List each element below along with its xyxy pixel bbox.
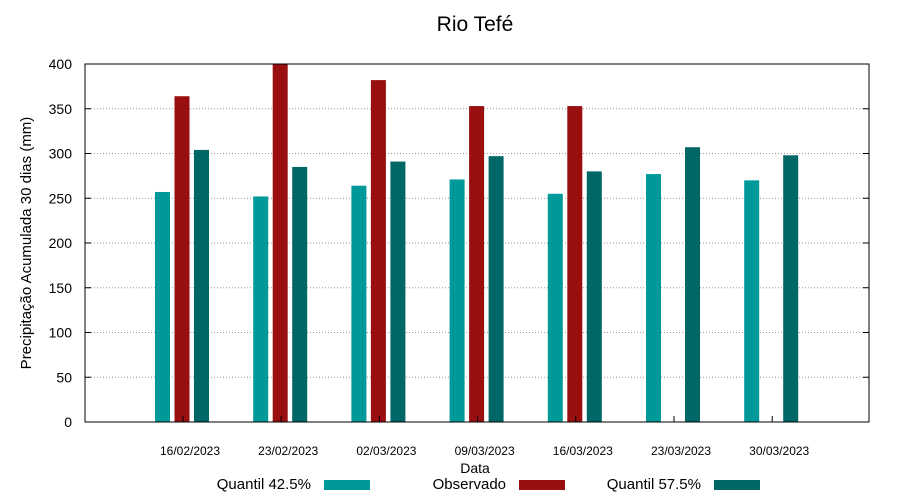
legend-label: Quantil 57.5% — [607, 476, 701, 493]
chart-title: Rio Tefé — [437, 13, 514, 36]
legend-label: Quantil 42.5% — [217, 476, 311, 493]
legend-swatch — [324, 480, 370, 490]
y-axis: 0 50 100 150 200 250 300 350 400 — [49, 56, 869, 430]
x-tick-label: 23/02/2023 — [258, 444, 318, 458]
y-tick-label: 300 — [49, 146, 73, 162]
bar — [567, 106, 583, 422]
bar — [646, 174, 661, 422]
y-tick-label: 100 — [49, 325, 73, 341]
bars — [155, 64, 799, 423]
bar — [744, 180, 760, 422]
bar — [351, 185, 367, 422]
plot-frame — [84, 63, 870, 423]
x-axis-label: Data — [460, 460, 490, 476]
legend: Quantil 42.5% Observado Quantil 57.5% — [217, 476, 760, 493]
bar — [253, 196, 269, 422]
bar — [488, 156, 504, 422]
bar — [174, 96, 190, 422]
x-tick-label: 23/03/2023 — [651, 444, 711, 458]
bar — [272, 64, 288, 422]
y-tick-label: 200 — [49, 235, 73, 251]
y-tick-label: 350 — [49, 101, 73, 117]
bar — [292, 166, 308, 422]
bar — [194, 149, 209, 423]
legend-swatch — [714, 480, 760, 490]
y-tick-label: 400 — [49, 56, 73, 72]
x-axis: 16/02/2023 23/02/2023 02/03/2023 09/03/2023… — [160, 416, 810, 458]
y-tick-label: 150 — [49, 280, 73, 296]
x-tick-label: 09/03/2023 — [455, 444, 515, 458]
legend-label: Observado — [433, 476, 506, 493]
x-tick-label: 02/03/2023 — [356, 444, 416, 458]
bar — [685, 147, 700, 423]
y-tick-label: 0 — [64, 414, 72, 430]
bar — [370, 80, 386, 423]
y-tick-label: 250 — [49, 190, 73, 206]
bar — [469, 106, 485, 422]
legend-swatch — [519, 480, 565, 490]
y-axis-label: Precipitação Acumulada 30 dias (mm) — [18, 117, 35, 370]
bar — [783, 155, 799, 423]
x-tick-label: 30/03/2023 — [749, 444, 809, 458]
bar — [547, 193, 563, 422]
bar — [155, 191, 170, 422]
x-tick-label: 16/02/2023 — [160, 444, 220, 458]
bar — [586, 171, 602, 422]
y-tick-label: 50 — [56, 369, 72, 385]
x-tick-label: 16/03/2023 — [553, 444, 613, 458]
bar — [449, 179, 465, 422]
bar — [390, 161, 406, 422]
